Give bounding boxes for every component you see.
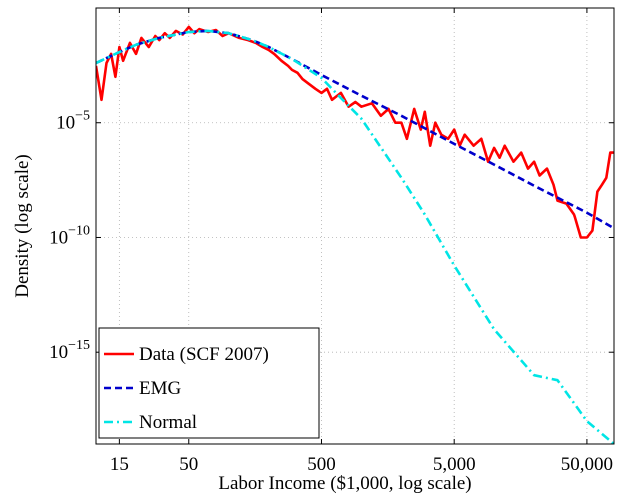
y-tick-label: 10−5 bbox=[56, 109, 90, 134]
grid bbox=[96, 8, 614, 444]
y-tick-label: 10−15 bbox=[49, 338, 90, 363]
x-axis-label: Labor Income ($1,000, log scale) bbox=[218, 473, 471, 494]
x-tick-label: 50 bbox=[179, 454, 198, 475]
y-tick-label: 10−10 bbox=[49, 223, 90, 248]
y-tick-base: 10 bbox=[49, 342, 68, 363]
x-tick-label: 5,000 bbox=[433, 454, 476, 475]
legend-label: Normal bbox=[139, 412, 197, 433]
x-tick-label: 500 bbox=[307, 454, 336, 475]
legend-label: EMG bbox=[139, 378, 182, 399]
y-tick-exponent: −10 bbox=[68, 223, 90, 238]
series-layer bbox=[96, 25, 614, 444]
x-tick-label: 15 bbox=[110, 454, 129, 475]
legend-label: Data (SCF 2007) bbox=[139, 344, 269, 365]
x-tick-labels: 15 50 500 5,000 50,000 bbox=[110, 454, 613, 475]
legend: Data (SCF 2007) EMG Normal bbox=[98, 327, 320, 439]
y-tick-base: 10 bbox=[49, 227, 68, 248]
plot-frame bbox=[95, 7, 615, 445]
y-axis-label: Density (log scale) bbox=[12, 154, 33, 298]
x-tick-label: 50,000 bbox=[561, 454, 613, 475]
series-line-3 bbox=[96, 29, 614, 444]
y-tick-exponent: −5 bbox=[75, 109, 90, 124]
y-tick-exponent: −15 bbox=[68, 338, 90, 353]
legend-box bbox=[98, 327, 320, 439]
y-tick-base: 10 bbox=[56, 113, 75, 134]
